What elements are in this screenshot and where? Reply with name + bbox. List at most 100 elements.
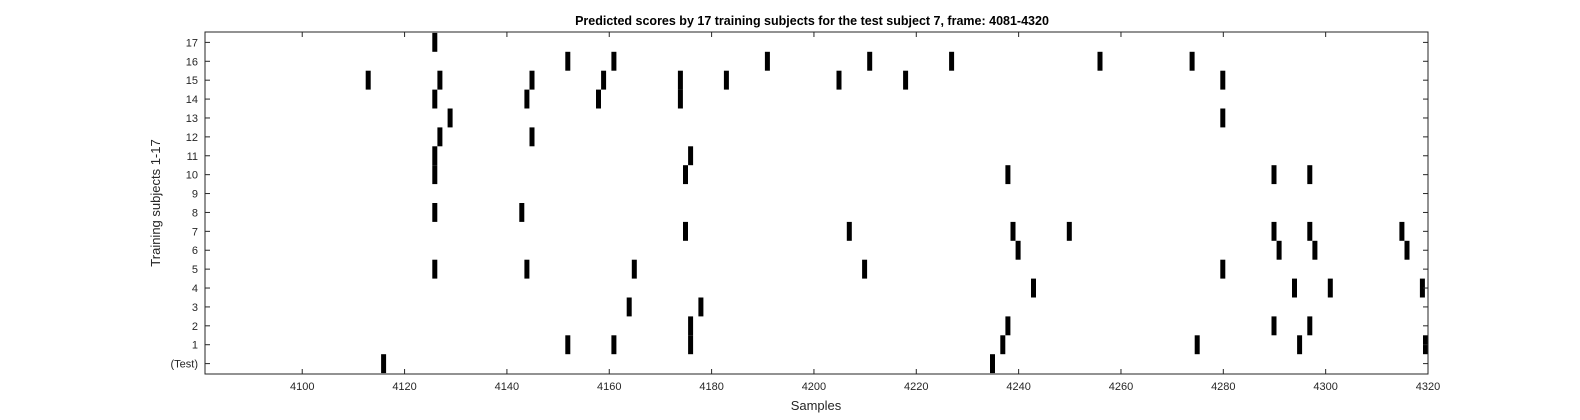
event-mark xyxy=(1010,221,1016,241)
event-mark xyxy=(565,335,571,355)
event-mark xyxy=(631,259,637,279)
event-mark xyxy=(846,221,852,241)
event-mark xyxy=(1297,335,1303,355)
event-mark xyxy=(381,354,387,374)
y-tick-label: 3 xyxy=(192,302,198,314)
y-tick-label: 2 xyxy=(192,321,198,333)
y-tick-label: 1 xyxy=(192,340,198,352)
event-mark xyxy=(1194,335,1200,355)
event-mark xyxy=(596,89,601,109)
event-mark xyxy=(611,51,617,71)
y-tick-label: 10 xyxy=(186,170,198,182)
y-tick-label: 12 xyxy=(186,132,198,144)
y-axis-label: Training subjects 1-17 xyxy=(148,139,163,266)
event-mark xyxy=(867,51,873,71)
event-mark xyxy=(862,259,868,279)
event-mark xyxy=(1005,165,1011,185)
event-mark xyxy=(447,108,453,128)
event-mark xyxy=(990,354,995,374)
event-mark xyxy=(432,165,438,185)
event-mark xyxy=(1220,259,1226,279)
x-axis-label: Samples xyxy=(791,398,842,413)
event-mark xyxy=(1276,240,1282,260)
event-mark xyxy=(437,70,443,90)
y-tick-label: 16 xyxy=(186,56,198,68)
event-mark xyxy=(1271,165,1277,185)
event-mark xyxy=(1005,316,1011,336)
event-mark xyxy=(601,70,607,90)
y-tick-label: 13 xyxy=(186,113,198,125)
event-mark xyxy=(1399,221,1405,241)
event-mark xyxy=(764,51,770,71)
event-mark xyxy=(683,221,688,241)
event-mark xyxy=(626,297,632,317)
event-mark xyxy=(365,70,371,90)
y-tick-label: 11 xyxy=(187,151,198,163)
x-tick-label: 4220 xyxy=(904,381,928,393)
event-mark xyxy=(524,259,530,279)
x-tick-label: 4240 xyxy=(1006,381,1030,393)
x-tick-label: 4180 xyxy=(699,381,723,393)
event-mark xyxy=(1015,240,1021,260)
event-mark xyxy=(611,335,617,355)
event-mark xyxy=(1097,51,1103,71)
event-mark xyxy=(1000,335,1006,355)
x-tick-label: 4320 xyxy=(1416,381,1440,393)
event-mark xyxy=(1031,278,1036,298)
y-tick-label: 8 xyxy=(192,207,198,219)
event-mark xyxy=(432,203,438,222)
event-mark xyxy=(1307,316,1313,336)
y-tick-label: 14 xyxy=(186,94,198,106)
events-layer xyxy=(365,32,1428,374)
event-mark xyxy=(1271,221,1277,241)
y-tick-label: 17 xyxy=(186,37,198,49)
event-mark xyxy=(677,70,683,90)
x-tick-label: 4200 xyxy=(802,381,826,393)
x-tick-label: 4120 xyxy=(392,381,416,393)
event-mark xyxy=(1220,70,1226,90)
y-tick-label: 7 xyxy=(192,226,198,238)
event-mark xyxy=(1220,108,1226,128)
event-mark xyxy=(1292,278,1297,298)
event-mark xyxy=(688,316,694,336)
event-mark xyxy=(529,127,535,147)
event-mark xyxy=(1066,221,1072,241)
event-mark xyxy=(949,51,955,71)
event-mark xyxy=(677,89,683,109)
event-mark xyxy=(903,70,909,90)
plot-area xyxy=(205,32,1428,374)
event-mark xyxy=(1404,240,1410,260)
chart-title: Predicted scores by 17 training subjects… xyxy=(575,14,1049,28)
event-mark xyxy=(432,32,438,52)
event-mark xyxy=(432,146,438,166)
y-tick-label: 9 xyxy=(192,189,198,201)
event-mark xyxy=(519,203,525,222)
event-mark xyxy=(565,51,571,71)
event-mark xyxy=(1189,51,1195,71)
y-tick-label: 6 xyxy=(192,245,198,257)
x-tick-label: 4300 xyxy=(1313,381,1337,393)
x-tick-label: 4160 xyxy=(597,381,621,393)
event-mark xyxy=(1307,165,1313,185)
event-mark xyxy=(432,89,438,109)
event-mark xyxy=(836,70,842,90)
event-mark xyxy=(688,335,694,355)
event-mark xyxy=(529,70,535,90)
event-mark xyxy=(437,127,443,147)
event-mark xyxy=(1271,316,1277,336)
x-tick-label: 4260 xyxy=(1109,381,1133,393)
plot-frame xyxy=(204,31,1429,375)
x-tick-label: 4140 xyxy=(495,381,519,393)
event-mark xyxy=(1419,278,1425,298)
y-tick-label: 15 xyxy=(186,75,198,87)
y-tick-label: 4 xyxy=(192,283,198,295)
event-mark xyxy=(723,70,729,90)
event-mark xyxy=(432,259,438,279)
x-axis: 4100 4120 4140 4160 4180 4200 4220 4240 4260 4280… xyxy=(290,32,1440,393)
event-mark xyxy=(1312,240,1318,260)
event-mark xyxy=(524,89,530,109)
event-mark xyxy=(1307,221,1313,241)
x-tick-label: 4100 xyxy=(290,381,314,393)
x-tick-label: 4280 xyxy=(1211,381,1235,393)
